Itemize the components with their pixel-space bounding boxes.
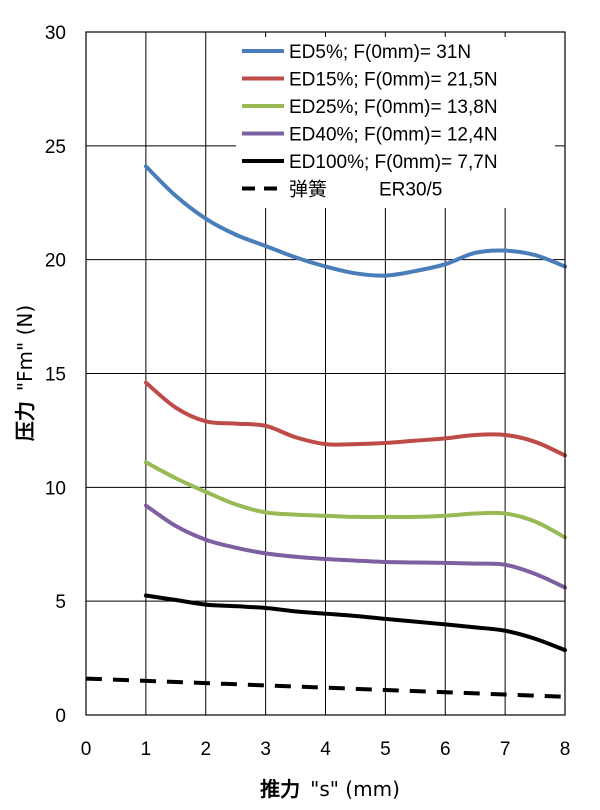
y-tick-label: 15: [45, 365, 66, 386]
x-tick-label: 2: [200, 739, 211, 760]
y-axis-ticks: 0 5 10 15 20 25 30: [45, 23, 66, 727]
y-tick-label: 30: [45, 23, 66, 44]
x-axis-label: 推力 "s" (mm): [260, 777, 400, 801]
y-tick-label: 10: [45, 478, 66, 499]
series-line-1: [143, 164, 567, 278]
x-axis-label-rest: "s" (mm): [310, 777, 400, 801]
x-tick-label: 1: [141, 739, 152, 760]
x-tick-label: 8: [560, 739, 571, 760]
y-axis-label: 压力 "Fm" (N): [13, 305, 37, 441]
y-tick-label: 20: [45, 251, 66, 272]
x-tick-label: 7: [500, 739, 511, 760]
legend-entry-suffix: ER30/5: [379, 180, 442, 201]
y-tick-label: 25: [45, 137, 66, 158]
legend-entry-label: ED25%; F(0mm)= 13,8N: [289, 97, 498, 118]
x-tick-label: 3: [260, 739, 271, 760]
x-tick-label: 5: [380, 739, 391, 760]
legend-background: [236, 37, 555, 208]
legend-entry-label: ED40%; F(0mm)= 12,4N: [289, 125, 498, 146]
series-lines: [85, 164, 567, 699]
plot-area-frame: [85, 31, 566, 716]
y-axis-label-bold: 压力: [13, 401, 37, 441]
series-line-4: [143, 503, 567, 590]
y-tick-label: 5: [55, 592, 66, 613]
legend-entry-label: ED15%; F(0mm)= 21,5N: [289, 70, 498, 91]
series-line-5: [143, 593, 567, 653]
x-axis-ticks: 0 1 2 3 4 5 6 7 8: [81, 739, 571, 760]
x-axis-label-bold: 推力: [260, 777, 300, 801]
x-tick-label: 0: [81, 739, 92, 760]
y-axis-label-rest: "Fm" (N): [13, 305, 37, 391]
x-tick-label: 4: [320, 739, 331, 760]
series-line-3: [143, 460, 567, 540]
y-tick-label: 0: [55, 706, 66, 727]
x-tick-label: 6: [440, 739, 451, 760]
series-line-2: [143, 380, 567, 458]
legend-entry-label: 弹簧: [289, 179, 327, 201]
legend-entry-label: ED5%; F(0mm)= 31N: [289, 42, 471, 63]
legend: ED5%; F(0mm)= 31N ED15%; F(0mm)= 21,5N ED2…: [236, 37, 555, 208]
legend-entry-label: ED100%; F(0mm)= 7,7N: [289, 152, 498, 173]
